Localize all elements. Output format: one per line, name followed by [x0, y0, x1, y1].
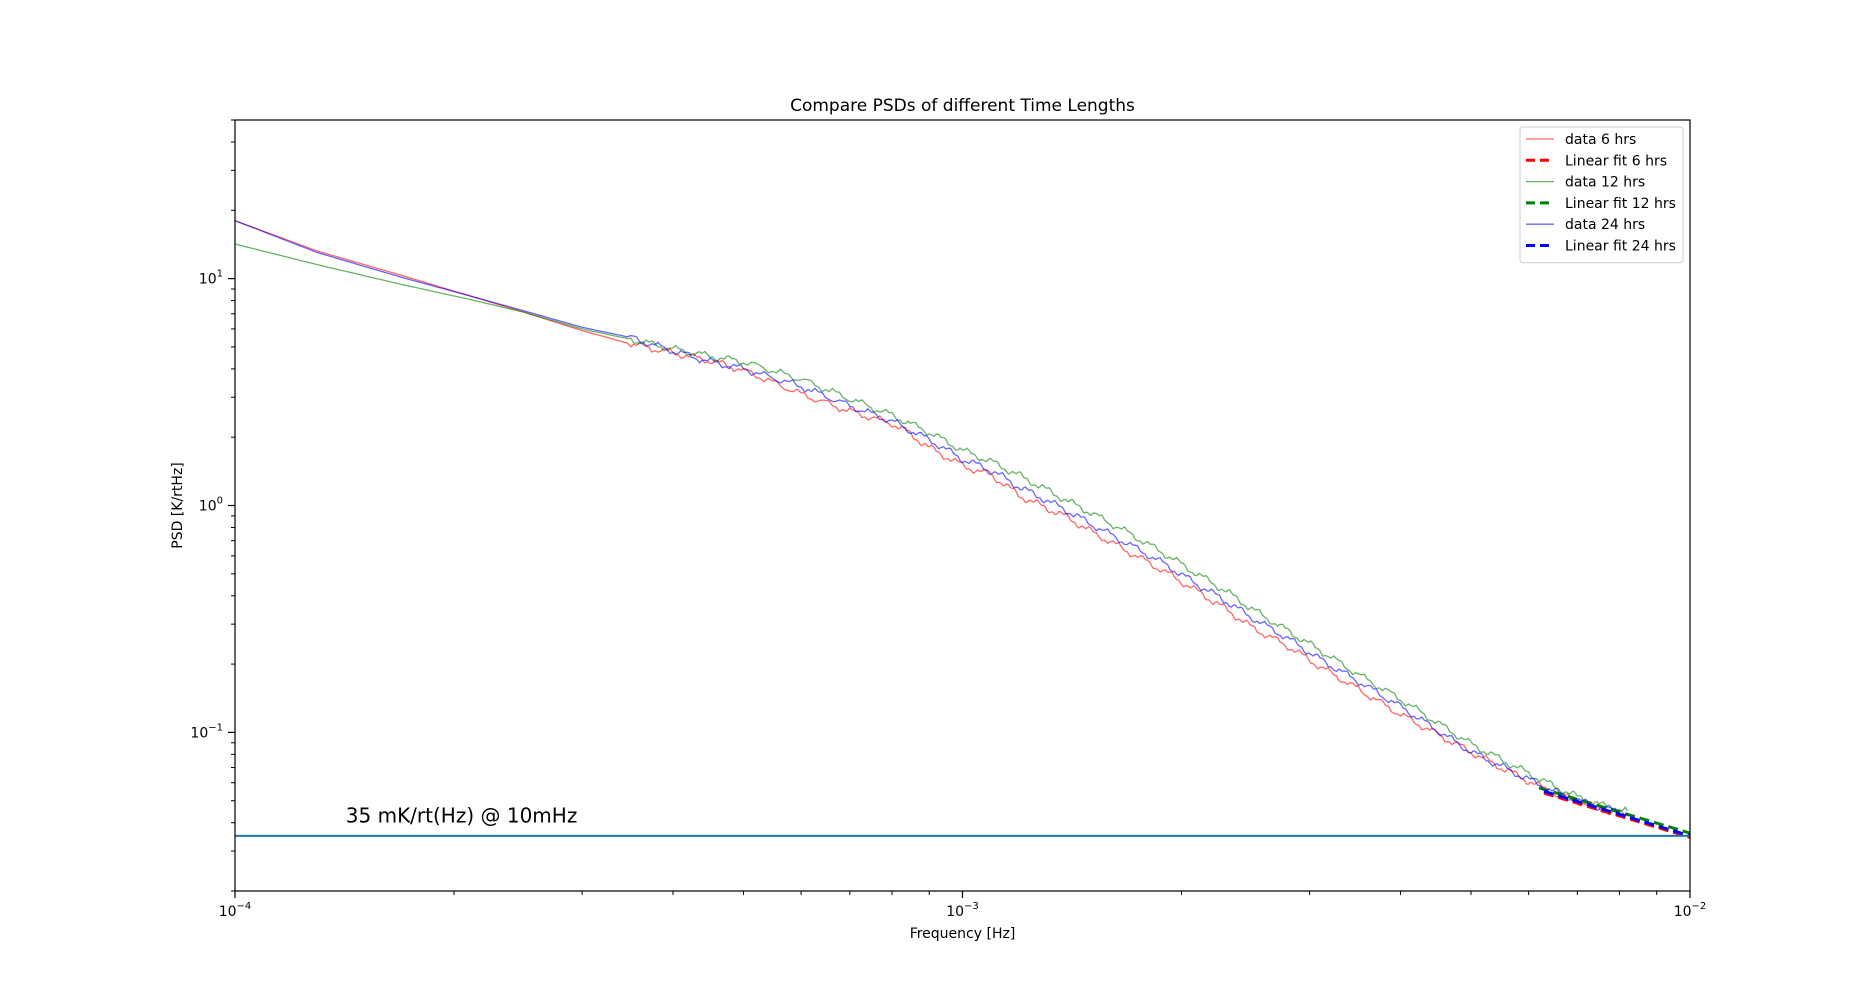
legend: data 6 hrs Linear fit 6 hrs data 12 hrs Lin…	[1519, 126, 1684, 264]
legend-label: data 6 hrs	[1565, 132, 1636, 148]
annotation-text: 35 mK/rt(Hz) @ 10mHz	[346, 804, 578, 828]
axis-ticks: 10−4 10−3 10−2 10−1 100 101	[190, 119, 1707, 920]
legend-label: Linear fit 12 hrs	[1565, 196, 1676, 212]
x-tick-label: 10−4	[219, 901, 252, 920]
legend-label: Linear fit 6 hrs	[1565, 153, 1667, 169]
series-line-linear-fit-6-hrs	[1543, 791, 1690, 839]
legend-label: data 24 hrs	[1565, 217, 1645, 233]
x-axis-label: Frequency [Hz]	[910, 926, 1016, 942]
y-axis-label: PSD [K/rtHz]	[170, 462, 186, 549]
series-line-data-12-hrs	[235, 243, 1628, 814]
y-tick-label: 101	[199, 269, 223, 288]
series-line-linear-fit-24-hrs	[1543, 789, 1690, 838]
legend-label: Linear fit 24 hrs	[1565, 239, 1676, 255]
legend-box	[1519, 126, 1684, 264]
x-tick-label: 10−3	[946, 901, 979, 920]
series-line-data-24-hrs	[235, 220, 1628, 817]
series-line-linear-fit-12-hrs	[1538, 786, 1690, 835]
series-line-data-6-hrs	[235, 220, 1628, 817]
chart-title: Compare PSDs of different Time Lengths	[790, 96, 1135, 116]
y-tick-label: 100	[199, 496, 223, 515]
legend-label: data 12 hrs	[1565, 175, 1645, 191]
plot-area-frame	[234, 119, 1691, 892]
series-layer	[235, 220, 1690, 839]
x-tick-label: 10−2	[1674, 901, 1707, 920]
y-tick-label: 10−1	[190, 722, 223, 741]
